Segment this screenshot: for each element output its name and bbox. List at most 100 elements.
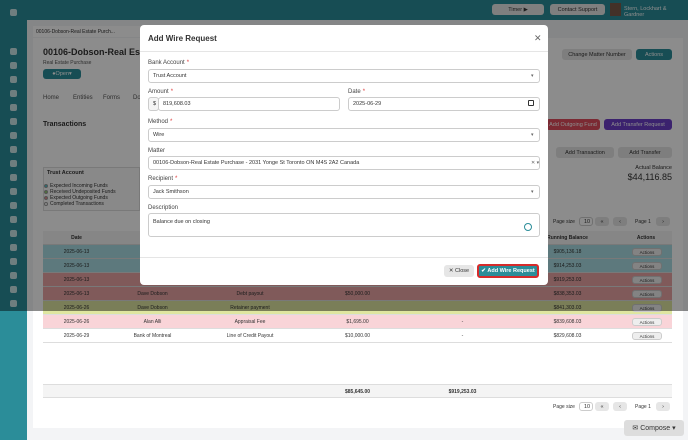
- sidebar-icon[interactable]: [10, 244, 17, 251]
- divider: [140, 51, 548, 52]
- table-cell: $10,000.00: [344, 333, 371, 339]
- prev-page[interactable]: ‹: [613, 217, 627, 226]
- close-text: Close: [455, 268, 470, 274]
- table-cell: $50,000.00: [344, 291, 371, 297]
- sidebar-icon[interactable]: [10, 76, 17, 83]
- next-page[interactable]: ›: [656, 217, 670, 226]
- amount-input[interactable]: 819,608.03: [158, 97, 340, 111]
- sidebar-icon[interactable]: [10, 48, 17, 55]
- select-caret: ▾: [531, 189, 534, 195]
- sidebar-icon[interactable]: [10, 174, 17, 181]
- balance: $44,116.85: [627, 172, 672, 182]
- row-actions-button[interactable]: Actions: [632, 262, 662, 270]
- field-label: Amount *: [148, 89, 173, 95]
- sidebar-icon[interactable]: [10, 300, 17, 307]
- divider: [140, 257, 548, 258]
- submit-button[interactable]: ✔ Add Wire Request: [477, 264, 539, 278]
- sidebar-icon[interactable]: [10, 272, 17, 279]
- sidebar-icon[interactable]: [10, 104, 17, 111]
- table-cell: Dave Dobson: [137, 291, 168, 297]
- change-number-button[interactable]: Change Matter Number: [562, 49, 632, 60]
- sidebar-icon[interactable]: [10, 90, 17, 97]
- select-input[interactable]: Trust Account: [148, 69, 540, 83]
- legend-label: Expected Outgoing Funds: [50, 195, 108, 201]
- timer-button[interactable]: Timer ▶: [492, 4, 544, 15]
- sidebar-icon[interactable]: [10, 118, 17, 125]
- row-actions-button[interactable]: Actions: [632, 248, 662, 256]
- select-input[interactable]: Jack Smithson: [148, 185, 540, 199]
- add-transaction-button[interactable]: Add Transaction: [556, 147, 614, 158]
- sidebar-icon[interactable]: [10, 216, 17, 223]
- sidebar-icon[interactable]: [10, 132, 17, 139]
- totals-row: [43, 385, 672, 398]
- sidebar-icon[interactable]: [10, 230, 17, 237]
- sidebar-icon[interactable]: [10, 258, 17, 265]
- select-input[interactable]: Wire: [148, 128, 540, 142]
- table-cell: $838,353.03: [553, 291, 582, 297]
- table-cell: -: [461, 333, 464, 339]
- table-cell: 2025-06-13: [63, 249, 90, 255]
- support-button[interactable]: Contact Support: [550, 4, 605, 15]
- status-button[interactable]: ● Open ▾: [43, 69, 81, 79]
- sidebar-icon[interactable]: [10, 9, 17, 16]
- nav-link[interactable]: Entities: [73, 95, 93, 101]
- page-size-label: Page size: [553, 219, 575, 225]
- page-size[interactable]: 10: [579, 402, 593, 411]
- sidebar-icon[interactable]: [10, 202, 17, 209]
- compose-button[interactable]: ✉ Compose ▾: [624, 420, 684, 436]
- row-actions-button[interactable]: Actions: [632, 304, 662, 312]
- date-input[interactable]: 2025-06-29: [348, 97, 540, 111]
- next-page[interactable]: ›: [656, 402, 670, 411]
- table-cell: Appraisal Fee: [234, 319, 266, 325]
- actions-button[interactable]: Actions: [636, 49, 672, 60]
- field-label: Method *: [148, 119, 172, 125]
- nav-link[interactable]: Docs: [133, 95, 147, 101]
- required-mark: *: [175, 176, 178, 182]
- row-actions-button[interactable]: Actions: [632, 332, 662, 340]
- table-row: [43, 301, 672, 315]
- sidebar-icon[interactable]: [10, 160, 17, 167]
- transactions-title: Transactions: [43, 121, 87, 128]
- add-transfer-request-button[interactable]: Add Transfer Request: [604, 119, 672, 130]
- select-input[interactable]: 00106-Dobson-Real Estate Purchase - 2031…: [148, 156, 540, 170]
- prev-page[interactable]: ‹: [613, 402, 627, 411]
- table-cell: $905,136.18: [553, 249, 582, 255]
- modal-close-icon[interactable]: ✕: [534, 33, 542, 43]
- sidebar-icon[interactable]: [10, 286, 17, 293]
- add-outgoing-button[interactable]: Add Outgoing Fund: [546, 119, 600, 130]
- row-actions-button[interactable]: Actions: [632, 290, 662, 298]
- nav-link[interactable]: Home: [43, 95, 60, 101]
- label-text: Bank Account: [148, 60, 185, 66]
- field-label: Matter: [148, 148, 165, 154]
- page-size[interactable]: 10: [579, 217, 593, 226]
- row-actions-button[interactable]: Actions: [632, 276, 662, 284]
- description-input[interactable]: Balance due on closing: [148, 213, 540, 237]
- table-cell: $1,695.00: [346, 319, 369, 325]
- field-label: Date *: [348, 89, 365, 95]
- first-page[interactable]: «: [595, 217, 609, 226]
- modal: [140, 25, 548, 285]
- tab[interactable]: 00106-Dobson-Real Estate Purch...: [33, 26, 141, 37]
- sidebar-icon[interactable]: [10, 62, 17, 69]
- legend-box: [43, 167, 140, 211]
- sidebar-icon[interactable]: [10, 146, 17, 153]
- user-name[interactable]: Stern, Lockhart & Gardner: [624, 6, 667, 18]
- row-actions-button[interactable]: Actions: [632, 318, 662, 326]
- table-cell: 2025-06-13: [63, 277, 90, 283]
- label-text: Date: [348, 89, 361, 95]
- close-button[interactable]: ✕ Close: [444, 265, 474, 277]
- table-row: [43, 329, 672, 343]
- sidebar-icon[interactable]: [10, 188, 17, 195]
- submit-text: Add Wire Request: [487, 268, 535, 274]
- table-cell: -: [461, 319, 464, 325]
- table-cell: 2025-06-26: [63, 319, 90, 325]
- total-cell: $919,253.03: [448, 389, 477, 395]
- table-cell: 2025-06-13: [63, 263, 90, 269]
- first-page[interactable]: «: [595, 402, 609, 411]
- select-caret: ▾: [531, 73, 534, 79]
- column-header: Date: [71, 235, 82, 241]
- nav-link[interactable]: Forms: [103, 95, 120, 101]
- add-transfer-button[interactable]: Add Transfer: [618, 147, 672, 158]
- table-cell: $914,253.03: [553, 263, 582, 269]
- field-label: Bank Account *: [148, 60, 189, 66]
